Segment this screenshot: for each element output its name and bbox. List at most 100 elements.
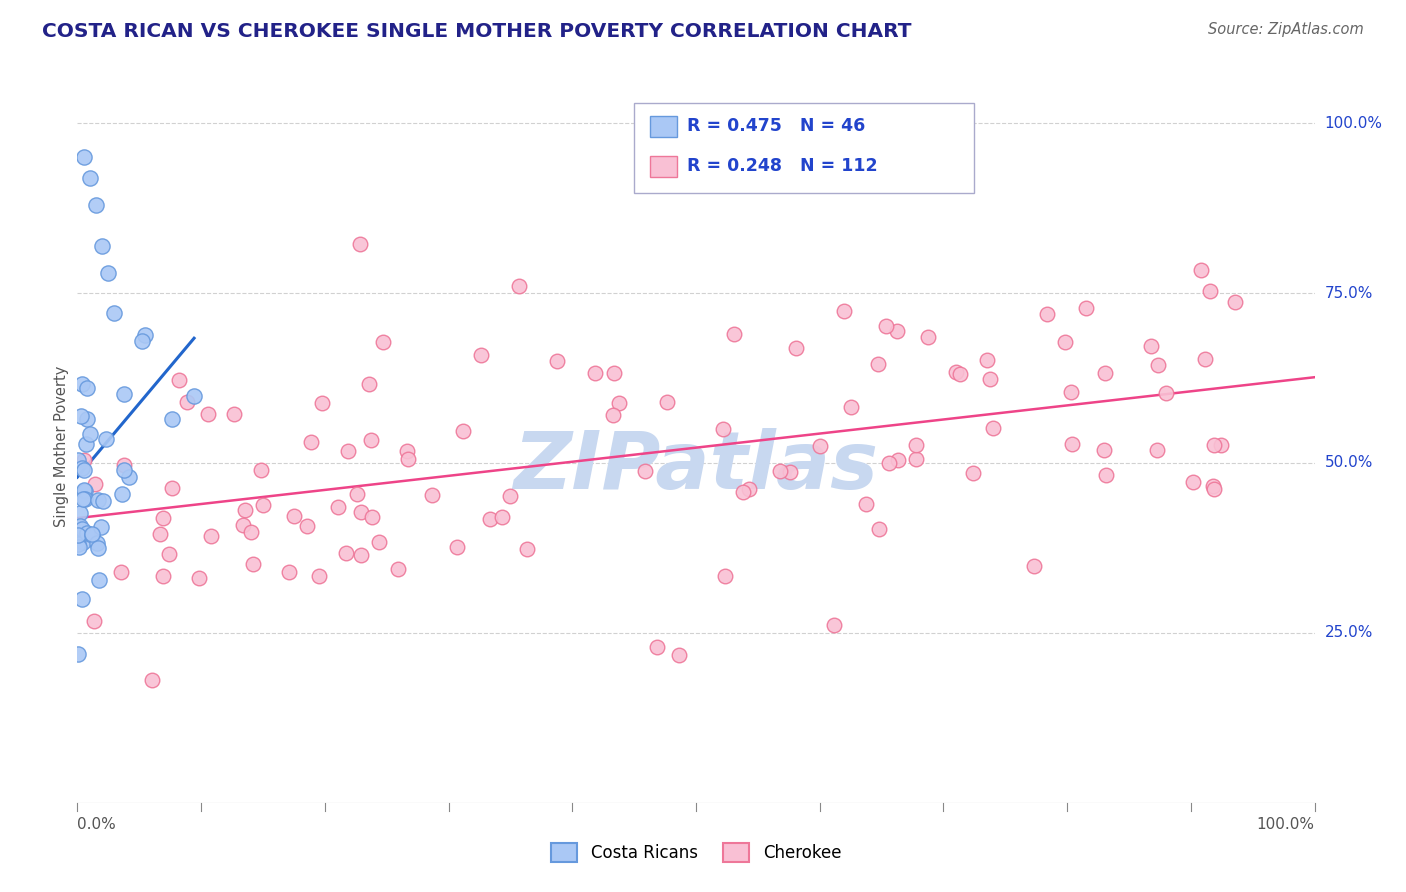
FancyBboxPatch shape [634, 103, 974, 193]
Text: 0.0%: 0.0% [77, 816, 117, 831]
Point [87, 573, 110, 587]
Point [103, 306, 125, 320]
Point [76, 526, 98, 541]
Point [152, 511, 174, 525]
Point [278, 566, 301, 580]
Point [917, 330, 939, 344]
Point [713, 568, 735, 582]
Point [183, 389, 205, 403]
Text: Source: ZipAtlas.com: Source: ZipAtlas.com [1208, 22, 1364, 37]
Point [875, 318, 897, 333]
Point [83, 477, 105, 491]
Point [233, 502, 256, 516]
Point [976, 353, 998, 368]
Point [110, 565, 132, 579]
Point [1189, 263, 1212, 277]
Point [283, 508, 305, 523]
Point [368, 534, 391, 549]
Point [546, 354, 568, 368]
Point [1060, 384, 1083, 399]
Text: R = 0.248   N = 112: R = 0.248 N = 112 [688, 157, 877, 175]
Point [70, 409, 93, 424]
Text: ZIPatlas: ZIPatlas [513, 428, 879, 507]
Point [308, 569, 330, 583]
Point [232, 517, 254, 532]
Point [176, 395, 198, 409]
Point [252, 499, 274, 513]
Point [73, 483, 96, 498]
Point [1094, 366, 1116, 380]
Point [112, 463, 135, 477]
Point [70, 522, 93, 536]
Point [86, 536, 108, 550]
Point [79, 427, 101, 442]
Point [1095, 468, 1118, 483]
Point [72, 591, 94, 606]
Bar [650, 116, 678, 137]
Point [1223, 295, 1246, 310]
Point [1074, 301, 1097, 316]
Point [149, 526, 172, 541]
Point [73, 463, 96, 477]
Point [711, 422, 734, 436]
Point [242, 557, 264, 571]
Point [779, 465, 801, 479]
Point [1204, 438, 1226, 452]
Point [1202, 478, 1225, 492]
Point [67, 453, 90, 467]
Point [1062, 437, 1084, 451]
Point [981, 421, 1004, 435]
Point [141, 673, 163, 688]
Point [1054, 335, 1077, 350]
Point [328, 500, 350, 514]
Point [157, 548, 180, 562]
Point [360, 433, 382, 447]
Point [79, 170, 101, 185]
Point [72, 453, 94, 467]
Point [200, 529, 222, 543]
Point [602, 366, 624, 380]
Point [160, 412, 183, 426]
Text: COSTA RICAN VS CHEROKEE SINGLE MOTHER POVERTY CORRELATION CHART: COSTA RICAN VS CHEROKEE SINGLE MOTHER PO… [42, 22, 911, 41]
Point [80, 527, 103, 541]
Text: 100.0%: 100.0% [1324, 116, 1382, 131]
Point [346, 487, 368, 501]
Point [886, 325, 908, 339]
Point [1198, 284, 1220, 298]
Point [83, 614, 105, 628]
Point [945, 365, 967, 379]
Point [69, 540, 91, 554]
Point [73, 483, 96, 497]
Point [832, 304, 855, 318]
Point [962, 466, 984, 480]
Point [731, 485, 754, 500]
Point [1146, 443, 1168, 458]
Point [91, 493, 114, 508]
Point [250, 462, 273, 476]
Point [70, 460, 93, 475]
Point [769, 464, 792, 478]
Point [491, 509, 513, 524]
Point [478, 512, 501, 526]
Point [737, 482, 759, 496]
Point [1182, 475, 1205, 489]
Point [446, 540, 468, 554]
Point [979, 372, 1001, 386]
Point [91, 238, 114, 252]
Point [1209, 438, 1232, 452]
Point [152, 569, 174, 583]
Point [1022, 559, 1045, 574]
Text: 50.0%: 50.0% [1324, 456, 1372, 470]
Point [668, 648, 690, 662]
Point [72, 492, 94, 507]
Point [470, 348, 492, 362]
Point [299, 434, 322, 449]
Point [90, 520, 112, 534]
Point [839, 400, 862, 414]
Point [1036, 307, 1059, 321]
Point [335, 546, 357, 560]
Point [75, 437, 97, 451]
Point [169, 373, 191, 387]
Point [655, 395, 678, 409]
Point [723, 326, 745, 341]
